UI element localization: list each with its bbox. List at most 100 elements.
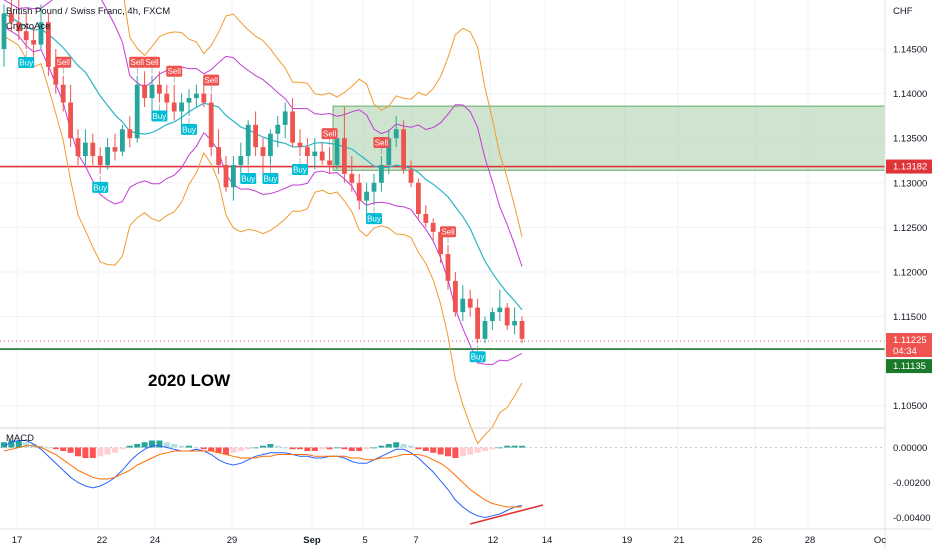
candle <box>497 289 503 321</box>
candle-body <box>238 156 244 165</box>
macd-hist-bar <box>252 447 259 449</box>
candle <box>164 84 170 112</box>
candle <box>401 120 406 174</box>
candle <box>460 285 466 321</box>
buy-signal: Buy <box>18 51 35 69</box>
candle-body <box>467 298 473 308</box>
macd-hist-bar <box>119 447 126 450</box>
sell-signal-label: Sell <box>441 228 455 237</box>
divergence-trendline <box>469 504 544 525</box>
candle-body <box>364 191 369 201</box>
macd-hist-bar <box>319 447 326 450</box>
candle <box>319 142 325 165</box>
candle-body <box>356 182 362 201</box>
macd-hist-bar <box>348 447 355 451</box>
candle-body <box>460 298 466 313</box>
candle <box>68 84 73 148</box>
macd-hist-bar <box>334 447 340 449</box>
candle <box>393 115 399 148</box>
candle <box>120 124 125 157</box>
candle-body <box>186 98 192 103</box>
macd-hist-bar <box>474 447 481 453</box>
candle <box>83 129 88 165</box>
candle <box>46 13 51 76</box>
macd-hist-bar <box>274 445 281 448</box>
time-tick-label: 26 <box>752 535 763 546</box>
sell-signal: Sell <box>203 74 220 92</box>
buy-signal-box <box>151 110 168 122</box>
candle-body <box>194 93 199 99</box>
candle <box>142 71 147 107</box>
resistance-price-tag-value: 1.13182 <box>893 162 927 173</box>
candle-body <box>231 164 236 188</box>
macd-hist-bar <box>15 440 22 448</box>
candle <box>490 307 495 330</box>
candle-body <box>334 138 340 165</box>
time-tick-label: 12 <box>488 535 499 546</box>
buy-signal-box <box>292 164 308 176</box>
outer-band-lower <box>3 35 523 445</box>
buy-signal-label: Buy <box>293 165 307 174</box>
candle-body <box>171 102 177 112</box>
price-tick-label: 1.14500 <box>893 45 927 56</box>
macd-hist-bar <box>504 445 511 448</box>
macd-hist-bar <box>304 447 311 451</box>
sell-signal-label: Sell <box>375 138 389 147</box>
macd-hist-bar <box>489 447 496 450</box>
candle <box>482 316 488 344</box>
last-price-tag-value: 1.11225 <box>893 335 927 346</box>
resistance-price-tag: 1.13182 <box>886 159 932 174</box>
signal-line <box>3 445 522 508</box>
candle <box>105 138 110 170</box>
candle <box>519 316 525 344</box>
buy-signal: Buy <box>469 345 486 363</box>
candle-body <box>253 124 258 148</box>
candle <box>453 271 458 317</box>
sell-signal: Sell <box>166 65 183 83</box>
candle-body <box>305 147 310 157</box>
macd-hist-bar <box>496 447 503 449</box>
candle-body <box>38 22 44 45</box>
buy-signal-label: Buy <box>19 58 33 67</box>
macd-tick-label: -0.00400 <box>893 513 931 524</box>
candle <box>268 129 273 165</box>
macd-hist-bar <box>126 445 133 448</box>
sell-signal-label: Sell <box>168 67 182 76</box>
supply-zone <box>332 105 886 171</box>
macd-hist-bar <box>341 447 348 450</box>
macd-hist-bar <box>415 447 422 450</box>
annotation-2020-low: 2020 LOW <box>148 371 231 390</box>
candle <box>408 160 414 188</box>
sell-signal-box <box>144 56 160 68</box>
macd-hist-bar <box>422 447 429 451</box>
macd-hist-bar <box>45 447 52 449</box>
macd-hist-bar <box>282 447 289 449</box>
candle <box>305 138 310 165</box>
candle-body <box>120 129 125 152</box>
candle <box>260 138 266 174</box>
candle-body <box>416 182 421 214</box>
macd-hist-bar <box>371 447 377 449</box>
candle-body <box>268 133 273 157</box>
candle-body <box>83 142 88 157</box>
buy-signal: Buy <box>262 166 279 184</box>
candle-body <box>519 321 525 339</box>
candle-body <box>53 66 59 85</box>
candle <box>282 102 288 139</box>
price-tick-label: 1.14000 <box>893 89 927 100</box>
candle <box>379 156 384 192</box>
candle-body <box>127 129 133 139</box>
time-tick-label: 24 <box>150 535 161 546</box>
buy-signal-label: Buy <box>264 174 278 183</box>
buy-signal-box <box>18 57 35 69</box>
price-axis-bg <box>885 0 932 550</box>
candle-body <box>31 40 36 45</box>
macd-hist-bar <box>237 447 244 451</box>
macd-hist-bar <box>193 447 200 449</box>
candle <box>179 93 184 125</box>
candle <box>364 182 369 219</box>
candle-body <box>260 147 266 157</box>
candle-body <box>512 321 517 326</box>
macd-hist-bar <box>408 445 414 448</box>
